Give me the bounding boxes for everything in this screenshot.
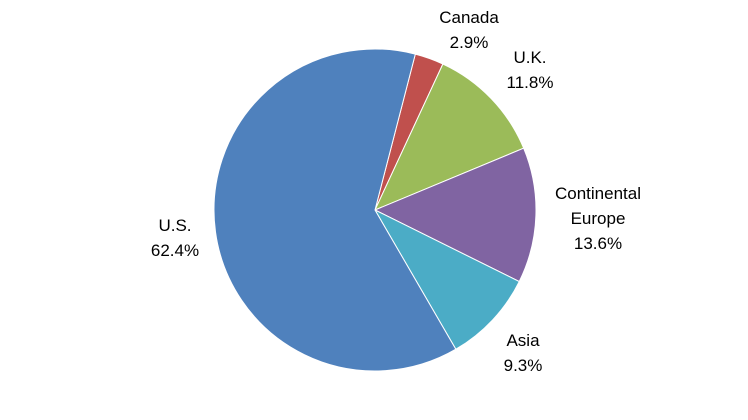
category-label: Asia <box>506 331 540 350</box>
pie-slice <box>373 208 520 350</box>
category-label: U.K. <box>513 48 547 67</box>
value-label: 9.3% <box>503 356 543 375</box>
value-label: 11.8% <box>506 73 554 92</box>
pie-slice <box>374 63 525 211</box>
value-label: 62.4% <box>150 241 200 260</box>
slice-label: Asia 9.3% <box>483 328 563 378</box>
slice-label: Continental Europe 13.6% <box>538 181 658 256</box>
category-label: Canada <box>439 8 499 27</box>
category-label: Continental Europe <box>554 184 641 228</box>
value-label: 2.9% <box>449 33 489 52</box>
slice-label: Canada 2.9% <box>424 5 514 55</box>
slice-label: U.K. 11.8% <box>485 45 575 95</box>
category-label: U.S. <box>158 216 192 235</box>
slice-label: U.S. 62.4% <box>135 213 215 263</box>
pie-slice <box>213 48 457 372</box>
pie-slice <box>373 147 537 283</box>
value-label: 13.6% <box>573 234 623 253</box>
